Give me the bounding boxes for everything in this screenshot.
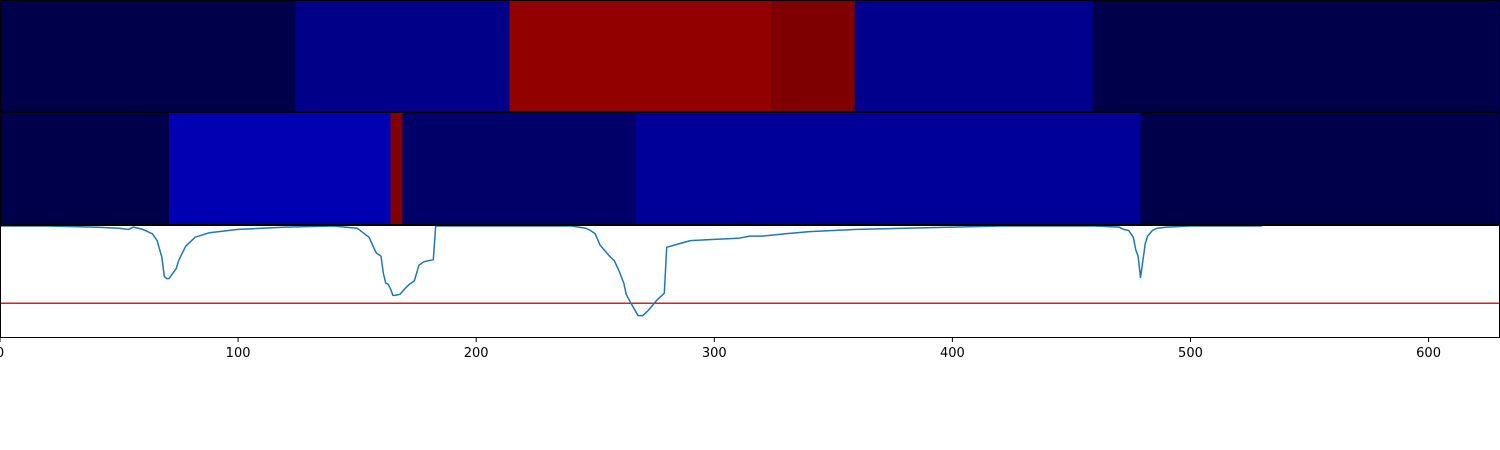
x-tick-label-4: 400 bbox=[940, 346, 965, 361]
x-axis-ticks: 0 100 200 300 400 500 600 bbox=[0, 338, 1441, 361]
middle-band-cell-5 bbox=[1140, 113, 1500, 225]
x-tick-label-3: 300 bbox=[702, 346, 727, 361]
middle-band-cell-4 bbox=[635, 113, 1141, 225]
x-tick-label-2: 200 bbox=[464, 346, 489, 361]
top-band-cell-3 bbox=[771, 1, 856, 112]
signal-line-panel: 0 100 200 300 400 500 600 bbox=[0, 225, 1500, 361]
middle-band-cell-1 bbox=[169, 113, 391, 225]
x-tick-label-0: 0 bbox=[0, 346, 4, 361]
top-band-cell-2 bbox=[509, 1, 772, 112]
top-band-cell-0 bbox=[0, 1, 296, 112]
top-band-cell-5 bbox=[1092, 1, 1500, 112]
top-band-cell-1 bbox=[295, 1, 511, 112]
middle-heatmap-band bbox=[0, 113, 1500, 225]
signal-panel-background bbox=[0, 226, 1500, 338]
middle-band-cell-3 bbox=[402, 113, 637, 225]
middle-band-cell-2 bbox=[390, 113, 403, 225]
x-tick-label-1: 100 bbox=[226, 346, 251, 361]
top-heatmap-band bbox=[0, 1, 1500, 112]
top-band-cell-4 bbox=[854, 1, 1094, 112]
middle-band-cell-0 bbox=[0, 113, 170, 225]
x-tick-label-5: 500 bbox=[1178, 346, 1203, 361]
x-tick-label-6: 600 bbox=[1416, 346, 1441, 361]
